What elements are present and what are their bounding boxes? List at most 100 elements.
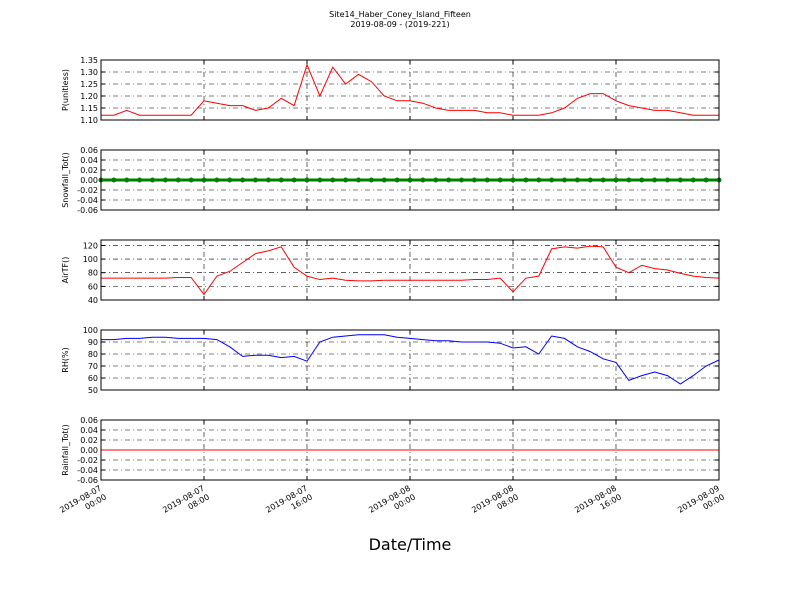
data-line [101, 63, 719, 116]
y-tick-label: 80 [88, 269, 98, 278]
data-point [175, 177, 181, 183]
data-point [484, 177, 490, 183]
y-tick-label: 0.00 [80, 446, 98, 455]
y-tick-label: 0.02 [80, 436, 98, 445]
y-tick-label: 100 [83, 255, 98, 264]
data-point [497, 177, 503, 183]
plot-frame [100, 59, 720, 121]
data-point [562, 177, 567, 183]
y-tick-label: -0.02 [77, 186, 98, 195]
data-point [278, 177, 284, 183]
y-tick-label: 60 [88, 282, 98, 291]
data-point [227, 177, 233, 183]
y-tick-label: -0.02 [77, 456, 98, 465]
y-tick-label: 1.35 [80, 56, 98, 65]
data-point [471, 177, 477, 183]
data-line [101, 334, 720, 385]
data-point [137, 177, 143, 183]
data-point [124, 177, 130, 183]
data-point [111, 177, 117, 183]
data-point [574, 177, 580, 183]
y-tick-label: 1.30 [80, 68, 98, 77]
data-point [677, 177, 683, 183]
data-point [407, 177, 413, 183]
y-axis-label: P(unitless) [61, 69, 70, 111]
x-tick-label: 2019-08-0808:00 [470, 484, 520, 524]
y-tick-label: 120 [83, 241, 98, 250]
data-point [459, 177, 464, 183]
data-point [291, 177, 297, 183]
plot-frame [100, 419, 720, 481]
x-tick-label: 2019-08-0700:00 [58, 484, 108, 524]
data-point [304, 177, 310, 183]
data-point [214, 177, 220, 183]
data-line [101, 245, 720, 296]
data-point [265, 177, 271, 183]
data-point [446, 177, 452, 183]
y-tick-label: 90 [88, 338, 98, 347]
data-point [381, 177, 387, 183]
data-point [253, 177, 258, 183]
plot-frame [100, 149, 720, 211]
data-point [330, 177, 336, 183]
plot-frame [100, 329, 720, 391]
y-tick-label: 1.15 [80, 104, 98, 113]
data-point [613, 177, 619, 183]
y-tick-label: 40 [88, 296, 98, 305]
y-tick-label: 0.02 [80, 166, 98, 175]
y-axis-label: AirTF() [61, 257, 70, 284]
data-point [587, 177, 593, 183]
data-point [510, 177, 516, 183]
data-point [343, 177, 349, 183]
y-axis-label: Rainfall_Tot() [61, 424, 70, 476]
chart-subtitle: 2019-08-09 - (2019-221) [350, 20, 449, 29]
y-tick-label: 70 [88, 362, 98, 371]
data-point [394, 177, 400, 183]
y-tick-label: 100 [83, 326, 98, 335]
y-tick-label: 1.20 [80, 92, 98, 101]
y-tick-label: 0.04 [80, 156, 98, 165]
y-tick-label: -0.04 [77, 196, 98, 205]
y-tick-label: -0.06 [77, 206, 98, 215]
data-point [356, 177, 361, 183]
y-axis-label: RH(%) [61, 347, 70, 372]
data-point [536, 177, 542, 183]
y-tick-label: 0.06 [80, 416, 98, 425]
y-tick-label: 0.06 [80, 146, 98, 155]
data-point [523, 177, 529, 183]
y-tick-label: 80 [88, 350, 98, 359]
x-axis-label: Date/Time [369, 535, 452, 554]
y-axis-label: Snowfall_Tot() [61, 152, 70, 208]
data-point [368, 177, 374, 183]
data-point [317, 177, 323, 183]
y-tick-label: 0.00 [80, 176, 98, 185]
y-tick-label: 50 [88, 386, 98, 395]
data-point [188, 177, 194, 183]
y-tick-label: -0.04 [77, 466, 98, 475]
x-tick-label: 2019-08-0716:00 [264, 484, 314, 524]
data-point [600, 177, 606, 183]
x-tick-label: 2019-08-0708:00 [161, 484, 211, 524]
plot-frame [100, 239, 720, 301]
data-point [703, 177, 709, 183]
x-tick-label: 2019-08-0800:00 [367, 484, 417, 524]
data-point [420, 177, 426, 183]
y-tick-label: 60 [88, 374, 98, 383]
data-point [162, 177, 168, 183]
data-point [150, 177, 155, 183]
y-tick-label: 1.10 [80, 116, 98, 125]
data-point [433, 177, 439, 183]
x-tick-label: 2019-08-0900:00 [676, 484, 726, 524]
data-point [240, 177, 246, 183]
data-point [652, 177, 658, 183]
data-point [665, 177, 670, 183]
y-tick-label: 1.25 [80, 80, 98, 89]
y-tick-label: -0.06 [77, 476, 98, 485]
data-point [690, 177, 696, 183]
chart-title: Site14_Haber_Coney_Island_Fifteen [329, 10, 471, 19]
data-point [639, 177, 645, 183]
data-point [549, 177, 555, 183]
x-tick-label: 2019-08-0816:00 [573, 484, 623, 524]
data-point [201, 177, 207, 183]
